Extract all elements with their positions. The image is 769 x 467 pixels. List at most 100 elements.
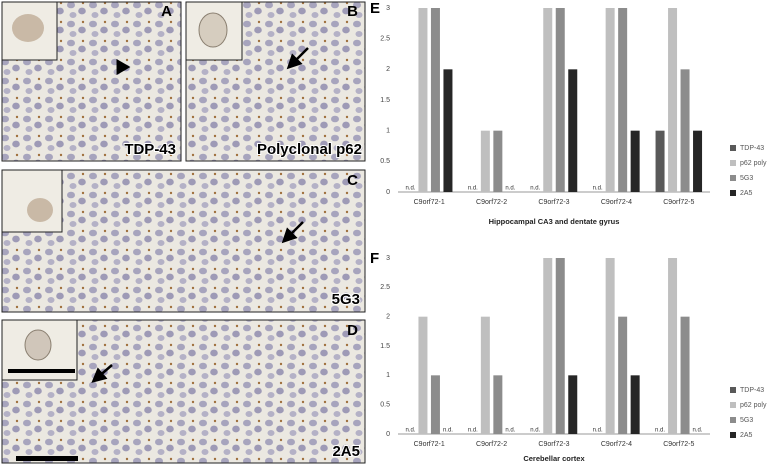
bar <box>680 316 690 434</box>
bar <box>480 130 490 192</box>
bar <box>655 130 665 192</box>
legend-label: 2A5 <box>740 432 753 439</box>
bar <box>630 130 640 192</box>
legend-label: p62 poly <box>740 402 767 409</box>
bar <box>480 316 490 434</box>
legend-swatch <box>730 160 736 166</box>
scale-bar <box>8 369 75 373</box>
x-tick-label: C9orf72-4 <box>601 199 632 206</box>
bar <box>668 258 678 434</box>
inset-cell <box>24 329 52 361</box>
bar <box>568 375 578 434</box>
inset-cell <box>198 12 228 48</box>
legend-label: TDP-43 <box>740 387 764 394</box>
y-tick-label: 3 <box>386 5 390 12</box>
value-label: n.d. <box>593 428 603 434</box>
x-tick-label: C9orf72-5 <box>663 199 694 206</box>
bar <box>618 316 628 434</box>
chart-title: Cerebellar cortex <box>523 454 585 463</box>
y-tick-label: 0.5 <box>380 158 390 165</box>
inset-cell <box>12 14 44 42</box>
y-tick-label: 1.5 <box>380 343 390 350</box>
panel-b: B Polyclonal p62 <box>185 1 366 162</box>
legend-label: TDP-43 <box>740 145 764 152</box>
legend-swatch <box>730 175 736 181</box>
arrow <box>91 364 113 383</box>
panel-label: D <box>347 322 358 339</box>
bar <box>605 258 615 434</box>
panel-label: B <box>347 3 358 20</box>
y-tick-label: 0.5 <box>380 402 390 409</box>
value-label: n.d. <box>655 428 665 434</box>
bar <box>555 8 565 192</box>
x-tick-label: C9orf72-2 <box>476 441 507 448</box>
bar-chart: F 0 0.5 1 1.5 2 2.5 3 C9orf72-1 n.d. n.d. C9orf72-2… <box>370 250 767 463</box>
value-label: n.d. <box>593 186 603 192</box>
y-tick-label: 0 <box>386 431 390 438</box>
x-tick-label: C9orf72-1 <box>414 441 445 448</box>
bar <box>680 69 690 192</box>
bar <box>618 8 628 192</box>
y-tick-label: 3 <box>386 255 390 262</box>
bar <box>493 375 503 434</box>
bar <box>555 258 565 434</box>
value-label: n.d. <box>505 428 515 434</box>
arrow <box>281 221 304 244</box>
panel-label: A <box>161 3 172 20</box>
bar <box>493 130 503 192</box>
bar <box>418 316 428 434</box>
bar <box>693 130 703 192</box>
legend-swatch <box>730 387 736 393</box>
y-tick-label: 0 <box>386 189 390 196</box>
bar <box>418 8 428 192</box>
bar <box>543 8 553 192</box>
value-label: n.d. <box>405 186 415 192</box>
x-tick-label: C9orf72-2 <box>476 199 507 206</box>
value-label: n.d. <box>443 428 453 434</box>
legend-swatch <box>730 432 736 438</box>
legend-swatch <box>730 417 736 423</box>
y-tick-label: 1 <box>386 128 390 135</box>
y-tick-label: 2 <box>386 314 390 321</box>
value-label: n.d. <box>530 186 540 192</box>
y-tick-label: 2.5 <box>380 284 390 291</box>
bar <box>630 375 640 434</box>
chart-title: Hippocampal CA3 and dentate gyrus <box>489 217 620 226</box>
panel-label: C <box>347 172 358 189</box>
bar <box>568 69 578 192</box>
scale-bar <box>16 456 78 461</box>
bar <box>430 375 440 434</box>
panel-a: A TDP-43 <box>1 1 182 162</box>
legend-swatch <box>730 145 736 151</box>
panel-c: C 5G3 <box>1 169 366 313</box>
inset-cell <box>27 198 53 222</box>
y-tick-label: 1 <box>386 372 390 379</box>
value-label: n.d. <box>468 186 478 192</box>
legend-label: 5G3 <box>740 175 753 182</box>
x-tick-label: C9orf72-5 <box>663 441 694 448</box>
legend-swatch <box>730 402 736 408</box>
y-tick-label: 2 <box>386 66 390 73</box>
stain-label: TDP-43 <box>124 141 176 158</box>
legend-label: p62 poly <box>740 160 767 167</box>
bar <box>543 258 553 434</box>
arrowhead <box>116 58 131 76</box>
value-label: n.d. <box>405 428 415 434</box>
legend-label: 5G3 <box>740 417 753 424</box>
x-tick-label: C9orf72-3 <box>538 199 569 206</box>
bar <box>605 8 615 192</box>
x-tick-label: C9orf72-1 <box>414 199 445 206</box>
stain-label: 5G3 <box>332 291 360 308</box>
value-label: n.d. <box>530 428 540 434</box>
stain-label: Polyclonal p62 <box>257 141 362 158</box>
stain-label: 2A5 <box>332 443 360 460</box>
panel-label: E <box>370 0 380 17</box>
panel-label: F <box>370 250 379 267</box>
value-label: n.d. <box>468 428 478 434</box>
panel-d: D 2A5 <box>1 319 366 464</box>
value-label: n.d. <box>505 186 515 192</box>
bar-chart: E 0 0.5 1 1.5 2 2.5 3 C9orf72-1 n.d. C9orf72-2 n.d.… <box>370 0 767 226</box>
legend-swatch <box>730 190 736 196</box>
bar <box>430 8 440 192</box>
